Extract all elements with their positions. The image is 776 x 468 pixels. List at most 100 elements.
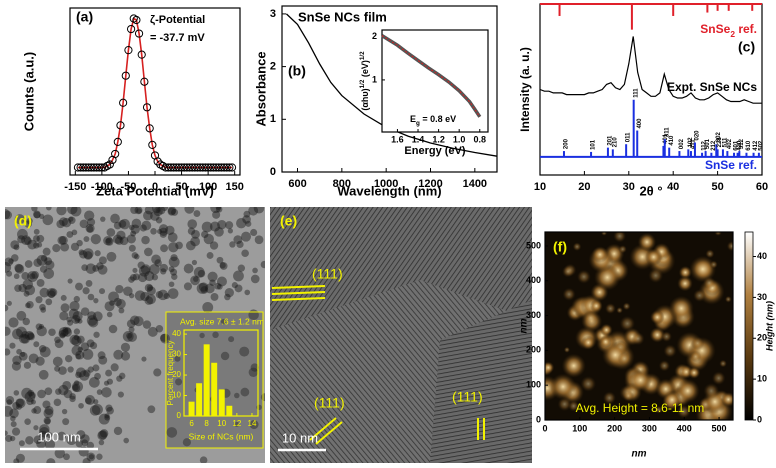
tem-particle [216,256,224,264]
tem-particle [242,215,251,224]
tem-particle [236,240,244,249]
data-point [142,103,152,112]
tem-particle [35,323,43,331]
afm-grain [628,368,652,392]
tem-particle [52,356,63,367]
tem-particle [88,317,99,328]
tem-particle [58,366,67,375]
tem-particle [39,424,50,435]
data-point [81,163,91,172]
data-point [73,163,83,172]
tem-particle [163,292,170,300]
tem-particle [77,318,83,324]
tem-particle [39,427,50,438]
tem-particle [130,207,139,215]
tem-particle [42,400,51,409]
tem-particle [73,295,80,303]
data-point [105,160,114,169]
tem-particle [75,350,85,360]
tem-particle [193,276,199,282]
tem-particle [106,228,116,237]
tem-particle [224,293,231,301]
tem-particle [43,268,55,279]
tem-particle [214,227,224,237]
tem-particle [66,434,77,446]
tem-particle [5,209,11,220]
tem-particle [33,406,42,415]
tem-particle [145,294,156,305]
afm-grain [622,390,635,402]
hkl-label: 412 [753,140,759,151]
tem-particle [153,207,163,217]
afm-grain [631,332,645,346]
tem-particle [5,257,14,267]
afm-grain [676,404,691,419]
x-axis-label: Wavelength (nm) [337,183,441,198]
tem-particle [113,426,123,436]
tem-particle [29,273,36,280]
tem-particle [144,247,153,257]
tem-particle [92,265,100,272]
tem-particle [215,207,222,211]
afm-grain [637,232,657,252]
tem-particle [33,425,39,431]
x-tick-label: 400 [677,423,692,433]
afm-grain [572,242,582,252]
data-point [206,163,215,172]
tem-particle [141,356,147,362]
tem-particle [63,389,73,399]
tem-particle [15,326,27,338]
tem-particle [71,314,81,325]
y-axis-label: Counts (a.u.) [21,52,36,131]
tem-particle [94,372,101,380]
afm-grain [648,268,664,284]
tem-particle [174,355,181,362]
afm-grain [589,299,603,313]
tem-particle [168,266,175,273]
tem-particle [108,291,119,303]
tem-particle [118,220,127,228]
x-tick-label: 10 [217,419,226,428]
tem-particle [157,289,169,301]
tem-particle [114,236,124,245]
tem-particle [199,456,208,463]
tem-particle [85,263,97,274]
tem-particle [187,219,198,229]
colorbar-tick-label: 0 [757,414,762,424]
tem-particle [170,268,178,276]
tem-particle [28,353,39,364]
tem-particle [42,214,54,226]
tem-particle [80,307,90,316]
tem-image [5,207,265,463]
tem-particle [76,430,86,439]
tem-particle [60,294,67,301]
tem-particle [91,403,103,415]
tem-particle [98,256,107,265]
afm-grain [582,309,599,326]
tem-particle [144,207,154,215]
tem-particle [186,240,196,251]
tem-particle [155,217,163,224]
tem-particle [9,435,16,442]
reference-label: SnSe2 ref. [700,22,757,39]
tem-particle [193,266,205,278]
tem-particle [151,254,161,265]
tem-particle [12,328,23,340]
tem-particle [48,328,56,336]
tem-particle [141,235,150,245]
histogram-bar [196,383,203,416]
tem-particle [70,242,80,251]
tem-particle [73,328,81,335]
tem-particle [92,364,100,372]
tem-particle [100,216,106,222]
tem-particle [212,331,219,339]
tem-particle [33,341,40,348]
tem-particle [170,254,178,262]
inset-fit [381,35,481,118]
tem-particle [72,384,79,391]
data-point [225,163,234,172]
tem-particle [147,326,158,337]
tem-particle [67,319,74,326]
hkl-label: 400 [637,118,643,129]
afm-grain [687,366,701,379]
